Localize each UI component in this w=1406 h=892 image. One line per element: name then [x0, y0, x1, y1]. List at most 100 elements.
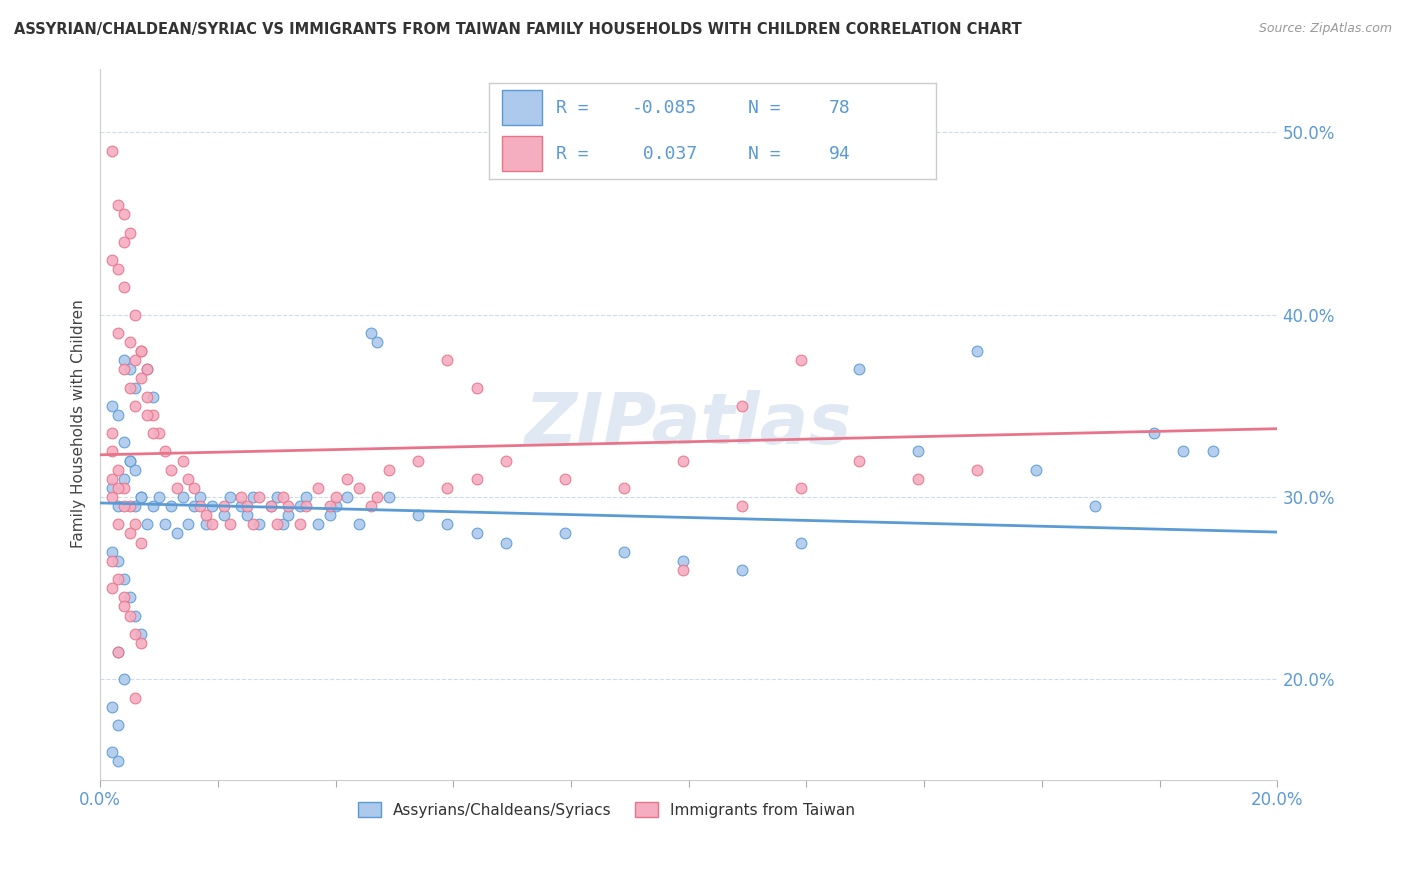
Point [1201, 444, 1223, 458]
Point [101, 252, 124, 267]
Point [124, 463, 146, 477]
Point [136, 408, 159, 422]
Point [142, 408, 165, 422]
Point [124, 499, 146, 513]
Point [295, 499, 318, 513]
Point [554, 472, 576, 486]
Point [148, 426, 170, 441]
Point [136, 362, 159, 376]
Point [406, 453, 429, 467]
Point [142, 499, 165, 513]
Point [347, 481, 370, 495]
Point [613, 481, 636, 495]
Point [195, 508, 218, 523]
Point [966, 463, 988, 477]
Point [124, 690, 146, 705]
Point [159, 499, 181, 513]
Point [436, 353, 458, 368]
Point [260, 499, 283, 513]
Point [907, 472, 929, 486]
Point [159, 463, 181, 477]
Point [218, 490, 240, 504]
Point [177, 472, 200, 486]
Point [153, 444, 176, 458]
Point [366, 334, 388, 349]
Point [166, 526, 188, 541]
Point [242, 490, 264, 504]
Point [201, 499, 224, 513]
Point [118, 453, 141, 467]
Point [107, 262, 129, 277]
Point [672, 563, 695, 577]
Point [212, 508, 235, 523]
Point [136, 362, 159, 376]
Point [231, 490, 253, 504]
Point [495, 535, 517, 549]
Point [236, 499, 259, 513]
Point [124, 626, 146, 640]
Point [136, 390, 159, 404]
Point [271, 517, 294, 532]
Point [347, 517, 370, 532]
Point [247, 490, 270, 504]
Point [290, 499, 312, 513]
Point [101, 481, 124, 495]
Point [465, 526, 488, 541]
Point [124, 381, 146, 395]
Point [465, 381, 488, 395]
Point [118, 453, 141, 467]
Point [153, 517, 176, 532]
Point [236, 508, 259, 523]
Point [112, 481, 135, 495]
Point [188, 499, 211, 513]
Point [731, 499, 754, 513]
Point [436, 517, 458, 532]
Point [247, 517, 270, 532]
Point [377, 490, 399, 504]
Point [277, 499, 299, 513]
Point [848, 453, 870, 467]
Point [118, 608, 141, 623]
Point [1173, 444, 1195, 458]
Point [172, 453, 194, 467]
Point [789, 353, 811, 368]
Point [112, 280, 135, 294]
Y-axis label: Family Households with Children: Family Households with Children [72, 300, 86, 549]
Point [277, 508, 299, 523]
Point [101, 144, 124, 158]
Point [107, 326, 129, 340]
Point [907, 444, 929, 458]
Point [124, 308, 146, 322]
Point [336, 472, 359, 486]
Point [107, 645, 129, 659]
Point [465, 472, 488, 486]
Point [318, 499, 340, 513]
Point [112, 499, 135, 513]
Point [112, 235, 135, 249]
Point [325, 499, 347, 513]
Point [107, 408, 129, 422]
Point [188, 490, 211, 504]
Point [107, 499, 129, 513]
Point [131, 344, 153, 359]
Point [218, 517, 240, 532]
Point [307, 481, 329, 495]
Point [142, 390, 165, 404]
Point [112, 673, 135, 687]
Point [212, 499, 235, 513]
Point [112, 572, 135, 586]
Point [101, 490, 124, 504]
Point [112, 591, 135, 605]
Point [124, 353, 146, 368]
Point [101, 472, 124, 486]
Point [201, 517, 224, 532]
Point [1025, 463, 1047, 477]
Point [554, 526, 576, 541]
Point [148, 490, 170, 504]
Point [124, 608, 146, 623]
Point [495, 453, 517, 467]
Point [260, 499, 283, 513]
Point [118, 499, 141, 513]
Point [672, 453, 695, 467]
Text: ASSYRIAN/CHALDEAN/SYRIAC VS IMMIGRANTS FROM TAIWAN FAMILY HOUSEHOLDS WITH CHILDR: ASSYRIAN/CHALDEAN/SYRIAC VS IMMIGRANTS F… [14, 22, 1022, 37]
